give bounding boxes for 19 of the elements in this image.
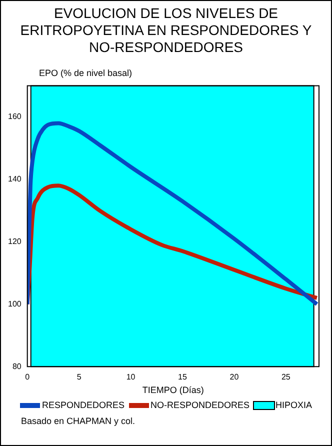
x-tick-label: 0 (25, 372, 30, 382)
chart-title: EVOLUCION DE LOS NIVELES DE ERITROPOYETINA EN RESPONDEDORES Y NO-RESPONDEDORES (19, 4, 313, 56)
legend-label: NO-RESPONDEDORES (150, 400, 250, 410)
x-tick-label: 25 (281, 372, 291, 382)
x-tick-label: 5 (76, 372, 82, 382)
y-tick-label: 140 (8, 174, 22, 184)
x-axis-title: TIEMPO (Días) (142, 385, 204, 396)
x-tick-label: 15 (178, 372, 188, 382)
line-series (27, 121, 319, 306)
y-axis-title: EPO (% de nivel basal) (39, 68, 134, 78)
legend-label: RESPONDEDORES (42, 400, 124, 410)
legend-label: HIPOXIA (276, 400, 312, 410)
y-tick-label: 120 (8, 237, 22, 246)
x-tick-label: 20 (230, 372, 240, 382)
y-tick-label: 100 (8, 299, 22, 308)
x-tick-label: 10 (126, 372, 136, 382)
text: Basado en CHAPMAN y col. (21, 416, 136, 426)
y-tick-label: 80 (12, 362, 22, 371)
y-tick-label: 160 (8, 112, 22, 122)
